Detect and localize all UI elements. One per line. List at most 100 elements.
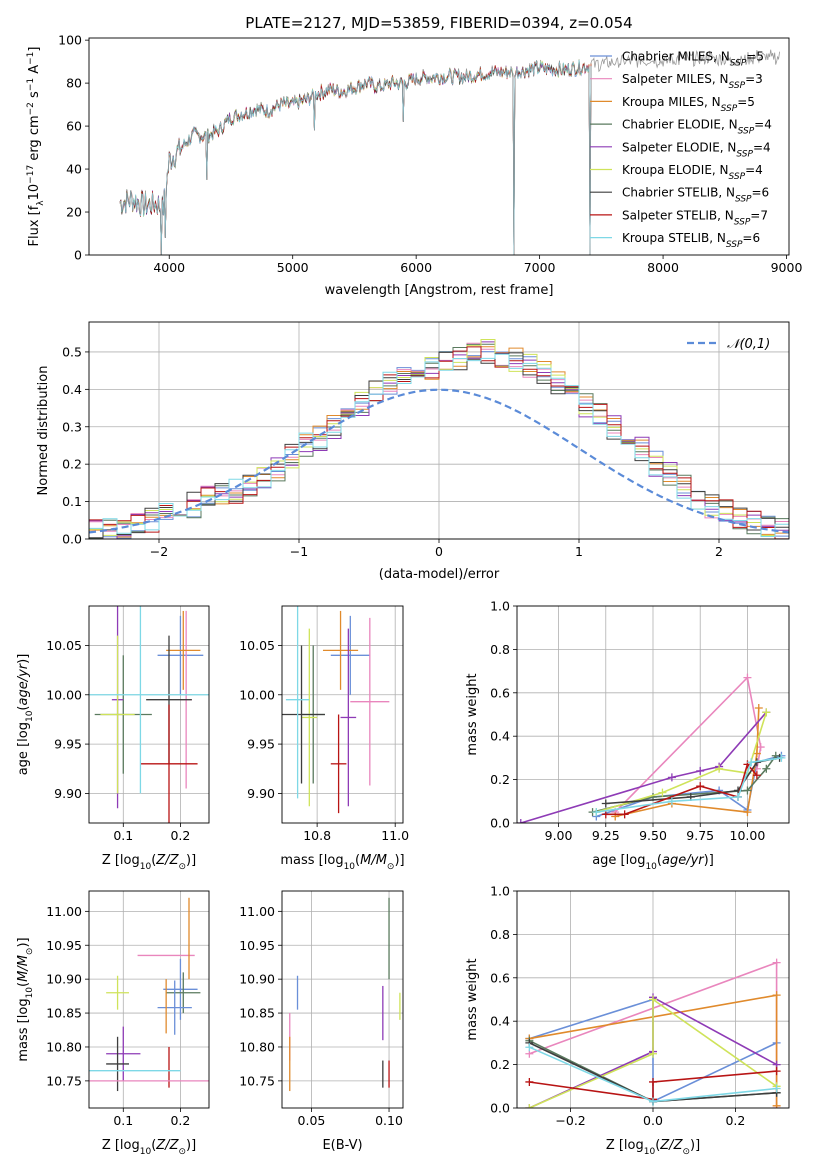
axes-layer: 4000 5000 6000 7000 8000 9000020406080100wave… xyxy=(16,33,802,1157)
legend-label: Chabrier STELIB, NSSP=6 xyxy=(622,186,769,205)
label-part: ⊙ xyxy=(387,862,395,872)
y-tick-label: 80 xyxy=(66,76,82,91)
histograms xyxy=(89,339,789,539)
x-tick-label: 0.1 xyxy=(113,1113,133,1128)
weight_vs_Z-axes: −0.2 0.0 0.2 0.0 0.2 0.4 0.6 0.8 1.0 Z [log10(Z/Z… xyxy=(465,884,790,1157)
y-axis-label: mass weight xyxy=(465,673,480,755)
errorbar-point xyxy=(340,628,357,807)
x-tick-label: 1 xyxy=(575,544,583,559)
y-axis-label: mass [log10(M/M⊙)] xyxy=(16,937,35,1061)
x-tick-label: 0.05 xyxy=(298,1113,326,1128)
label-part: =3 xyxy=(745,72,763,86)
weight-marker xyxy=(772,958,781,967)
y-tick-label: 10.75 xyxy=(46,1073,82,1088)
normal-reference-curve xyxy=(89,388,789,534)
y-tick-label: 0.0 xyxy=(490,1101,510,1116)
label-part: ⊙ xyxy=(178,1147,186,1157)
y-tick-label: 9.90 xyxy=(54,786,82,801)
histogram-series xyxy=(89,353,789,539)
weight-marker xyxy=(601,810,610,819)
errorbars xyxy=(282,606,390,814)
mass_vs_Z-axes: 0.1 0.2 10.75 10.80 10.85 10.90 10.95 11.00 Z [l… xyxy=(16,890,210,1157)
label-part: Kroupa ELODIE, N xyxy=(622,163,729,177)
label-part: ⊙ xyxy=(25,948,35,956)
x-axis-label: (data-model)/error xyxy=(379,567,500,582)
y-tick-label: 10.05 xyxy=(46,638,82,653)
y-tick-label: 1.0 xyxy=(490,599,510,614)
x-tick-label: 9.25 xyxy=(592,828,620,843)
y-tick-label: 60 xyxy=(66,119,82,134)
y-tick-label: 10.00 xyxy=(239,687,275,702)
label-part: SSP xyxy=(734,217,751,227)
errorbar-point xyxy=(140,704,198,823)
weight-marker xyxy=(620,810,629,819)
y-tick-label: 10.00 xyxy=(46,687,82,702)
label-part: Chabrier STELIB, N xyxy=(622,186,735,200)
legend-label: Kroupa STELIB, NSSP=6 xyxy=(622,231,760,250)
label-part: ( xyxy=(16,982,31,987)
label-part: =6 xyxy=(752,186,770,200)
errorbar-point xyxy=(106,1026,141,1081)
y-tick-label: 0 xyxy=(74,248,82,263)
weight-marker xyxy=(649,1077,657,1086)
errorbars xyxy=(89,897,209,1092)
y-tick-label: 100 xyxy=(58,33,82,48)
figure-title: PLATE=2127, MJD=53859, FIBERID=0394, z=0… xyxy=(245,14,632,32)
label-part: =7 xyxy=(750,208,768,222)
errorbar-point xyxy=(89,606,209,794)
y-axis-label: age [log10(age/yr)] xyxy=(16,654,35,776)
errorbar-point xyxy=(163,958,198,1020)
x-axis-label: E(B-V) xyxy=(322,1138,362,1153)
y-tick-label: 10.05 xyxy=(239,638,275,653)
errorbar-point xyxy=(166,972,201,1014)
y-axis-label: mass weight xyxy=(465,958,480,1040)
x-axis-label: age [log10(age/yr)] xyxy=(592,853,714,872)
label-part: SSP xyxy=(729,172,746,182)
y-tick-label: 9.90 xyxy=(247,786,275,801)
x-axis-label: Z [log10(Z/Z⊙)] xyxy=(102,853,196,872)
weight-marker xyxy=(592,808,601,817)
label-part: =4 xyxy=(754,118,772,132)
age_vs_mass-axes: 10.8 11.0 9.90 9.95 10.00 10.05 mass [log10(M/… xyxy=(239,605,409,872)
y-tick-label: 0.3 xyxy=(62,419,82,434)
axes-frame xyxy=(516,890,790,1109)
label-part: )] xyxy=(16,654,31,664)
errorbar-point xyxy=(282,645,325,784)
label-part: =6 xyxy=(742,231,760,245)
x-tick-label: 0.10 xyxy=(375,1113,403,1128)
label-part: 10 xyxy=(644,1147,656,1157)
label-part: )] xyxy=(16,937,31,947)
weight-marker xyxy=(667,773,676,782)
weight-marker xyxy=(696,782,705,791)
y-tick-label: 10.85 xyxy=(239,1006,275,1021)
y-tick-label: 10.80 xyxy=(239,1039,275,1054)
weight-line xyxy=(614,675,762,813)
label-part: λ xyxy=(36,200,46,206)
label-part: 10 xyxy=(25,710,35,722)
label-part: erg cm xyxy=(27,115,42,164)
label-part: 10 xyxy=(140,1147,152,1157)
errorbar-point xyxy=(166,610,201,690)
weight-marker xyxy=(517,819,525,823)
label-part: ( xyxy=(151,1138,156,1153)
residuals-axes: −2 −1 0 1 2 0.0 0.1 0.2 0.3 0.4 0.5 𝒩(0,1) (data-mod… xyxy=(36,321,790,582)
errorbar-point xyxy=(106,975,129,1010)
x-axis-label: wavelength [Angstrom, rest frame] xyxy=(325,283,554,298)
x-tick-label: 9.50 xyxy=(639,828,667,843)
model-spectrum-line xyxy=(119,59,592,255)
weight-marker xyxy=(649,1049,657,1058)
y-tick-label: 11.00 xyxy=(46,904,82,919)
weight-marker xyxy=(715,764,724,773)
axes-frame xyxy=(88,37,790,256)
y-tick-label: 10.95 xyxy=(46,938,82,953)
errorbar-point xyxy=(106,1036,129,1092)
x-tick-label: 11.0 xyxy=(381,828,409,843)
errorbars xyxy=(89,606,209,823)
label-part: =5 xyxy=(737,95,755,109)
y-tick-label: 10.75 xyxy=(239,1073,275,1088)
x-axis-label: Z [log10(Z/Z⊙)] xyxy=(102,1138,196,1157)
legend-label: Salpeter STELIB, NSSP=7 xyxy=(622,208,768,227)
y-axis-label-group: mass [log10(M/M⊙)] xyxy=(16,937,35,1061)
label-part: −1 xyxy=(26,78,36,91)
